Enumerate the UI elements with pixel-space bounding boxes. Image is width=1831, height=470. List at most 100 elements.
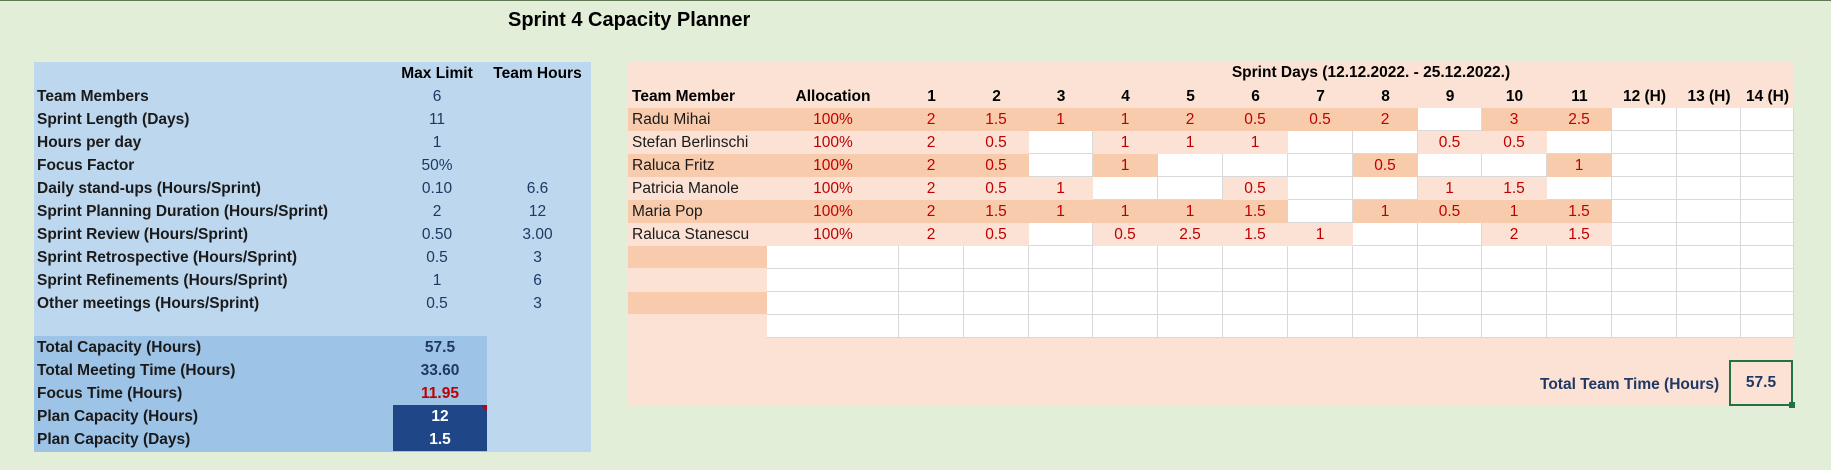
day-cell[interactable]	[1612, 200, 1677, 223]
day-cell[interactable]	[1288, 177, 1353, 200]
allocation-cell[interactable]	[767, 269, 899, 292]
day-cell[interactable]: 1	[1353, 200, 1418, 223]
summary-value[interactable]: 33.60	[420, 362, 460, 379]
day-cell[interactable]	[1741, 246, 1794, 269]
day-cell[interactable]	[1677, 200, 1741, 223]
day-cell[interactable]	[1612, 315, 1677, 338]
max-limit-value[interactable]: 50%	[421, 157, 453, 174]
day-cell[interactable]	[1029, 315, 1093, 338]
day-cell[interactable]	[1353, 177, 1418, 200]
day-cell[interactable]	[1288, 246, 1353, 269]
day-cell[interactable]: 0.5	[964, 223, 1029, 246]
max-limit-value[interactable]: 0.5	[426, 249, 448, 266]
day-cell[interactable]	[1547, 292, 1612, 315]
member-name-cell[interactable]	[628, 292, 767, 315]
day-cell[interactable]	[1093, 292, 1158, 315]
day-cell[interactable]	[1223, 292, 1288, 315]
day-cell[interactable]: 1	[1223, 131, 1288, 154]
day-cell[interactable]	[1353, 246, 1418, 269]
day-cell[interactable]	[1029, 131, 1093, 154]
day-cell[interactable]: 0.5	[964, 131, 1029, 154]
day-cell[interactable]: 0.5	[964, 154, 1029, 177]
day-cell[interactable]: 2	[1158, 108, 1223, 131]
allocation-cell[interactable]: 100%	[767, 154, 899, 177]
day-cell[interactable]: 3	[1482, 108, 1547, 131]
day-cell[interactable]: 1.5	[1223, 223, 1288, 246]
day-cell[interactable]	[1288, 269, 1353, 292]
max-limit-value[interactable]: 6	[432, 88, 442, 105]
day-cell[interactable]	[964, 315, 1029, 338]
day-cell[interactable]	[1482, 154, 1547, 177]
day-cell[interactable]	[1612, 292, 1677, 315]
day-cell[interactable]	[1418, 223, 1482, 246]
allocation-cell[interactable]: 100%	[767, 108, 899, 131]
day-cell[interactable]	[1288, 200, 1353, 223]
member-name-cell[interactable]	[628, 246, 767, 269]
day-cell[interactable]: 0.5	[1223, 108, 1288, 131]
day-cell[interactable]	[1158, 315, 1223, 338]
day-cell[interactable]	[1093, 177, 1158, 200]
day-cell[interactable]	[1418, 246, 1482, 269]
team-hours-value[interactable]: 3	[533, 249, 542, 266]
plan-capacity-days-cell[interactable]	[393, 428, 487, 451]
day-cell[interactable]: 1	[1418, 177, 1482, 200]
day-cell[interactable]	[1677, 269, 1741, 292]
allocation-cell[interactable]	[767, 246, 899, 269]
day-cell[interactable]: 0.5	[1353, 154, 1418, 177]
day-cell[interactable]	[899, 315, 964, 338]
day-cell[interactable]	[1288, 315, 1353, 338]
day-cell[interactable]	[1353, 269, 1418, 292]
day-cell[interactable]: 1.5	[964, 108, 1029, 131]
allocation-cell[interactable]: 100%	[767, 223, 899, 246]
day-cell[interactable]	[1353, 292, 1418, 315]
day-cell[interactable]	[1547, 246, 1612, 269]
day-cell[interactable]	[1288, 154, 1353, 177]
day-cell[interactable]	[1418, 269, 1482, 292]
day-cell[interactable]: 1	[1029, 108, 1093, 131]
member-name-cell[interactable]: Radu Mihai	[628, 108, 767, 131]
allocation-cell[interactable]: 100%	[767, 200, 899, 223]
day-cell[interactable]	[1677, 246, 1741, 269]
day-cell[interactable]	[1612, 154, 1677, 177]
day-cell[interactable]	[1741, 223, 1794, 246]
day-cell[interactable]	[1288, 131, 1353, 154]
day-cell[interactable]	[1612, 246, 1677, 269]
day-cell[interactable]	[1093, 269, 1158, 292]
day-cell[interactable]: 1	[1093, 154, 1158, 177]
day-cell[interactable]: 2	[899, 177, 964, 200]
day-cell[interactable]	[1029, 246, 1093, 269]
day-cell[interactable]: 1	[1093, 200, 1158, 223]
day-cell[interactable]	[1741, 177, 1794, 200]
day-cell[interactable]	[1612, 131, 1677, 154]
day-cell[interactable]: 2	[899, 154, 964, 177]
member-name-cell[interactable]: Raluca Stanescu	[628, 223, 767, 246]
day-cell[interactable]	[1029, 223, 1093, 246]
day-cell[interactable]	[1612, 269, 1677, 292]
day-cell[interactable]	[1612, 177, 1677, 200]
day-cell[interactable]	[1612, 223, 1677, 246]
max-limit-value[interactable]: 1	[432, 134, 442, 151]
day-cell[interactable]: 0.5	[1418, 200, 1482, 223]
day-cell[interactable]: 1.5	[1547, 223, 1612, 246]
team-hours-value[interactable]: 6	[533, 272, 542, 289]
summary-value[interactable]: 12	[431, 408, 449, 425]
day-cell[interactable]: 0.5	[1093, 223, 1158, 246]
day-cell[interactable]	[1353, 131, 1418, 154]
day-cell[interactable]: 0.5	[1288, 108, 1353, 131]
member-name-cell[interactable]: Raluca Fritz	[628, 154, 767, 177]
day-cell[interactable]: 2	[899, 131, 964, 154]
day-cell[interactable]: 1	[1547, 154, 1612, 177]
day-cell[interactable]: 1	[1288, 223, 1353, 246]
day-cell[interactable]	[1677, 108, 1741, 131]
member-name-cell[interactable]	[628, 269, 767, 292]
day-cell[interactable]	[1288, 292, 1353, 315]
day-cell[interactable]	[1482, 315, 1547, 338]
day-cell[interactable]: 0.5	[964, 177, 1029, 200]
max-limit-value[interactable]: 11	[428, 111, 446, 128]
allocation-cell[interactable]	[767, 315, 899, 338]
day-cell[interactable]	[1612, 108, 1677, 131]
day-cell[interactable]: 1	[1158, 131, 1223, 154]
day-cell[interactable]	[1158, 292, 1223, 315]
day-cell[interactable]	[1741, 154, 1794, 177]
day-cell[interactable]: 0.5	[1223, 177, 1288, 200]
